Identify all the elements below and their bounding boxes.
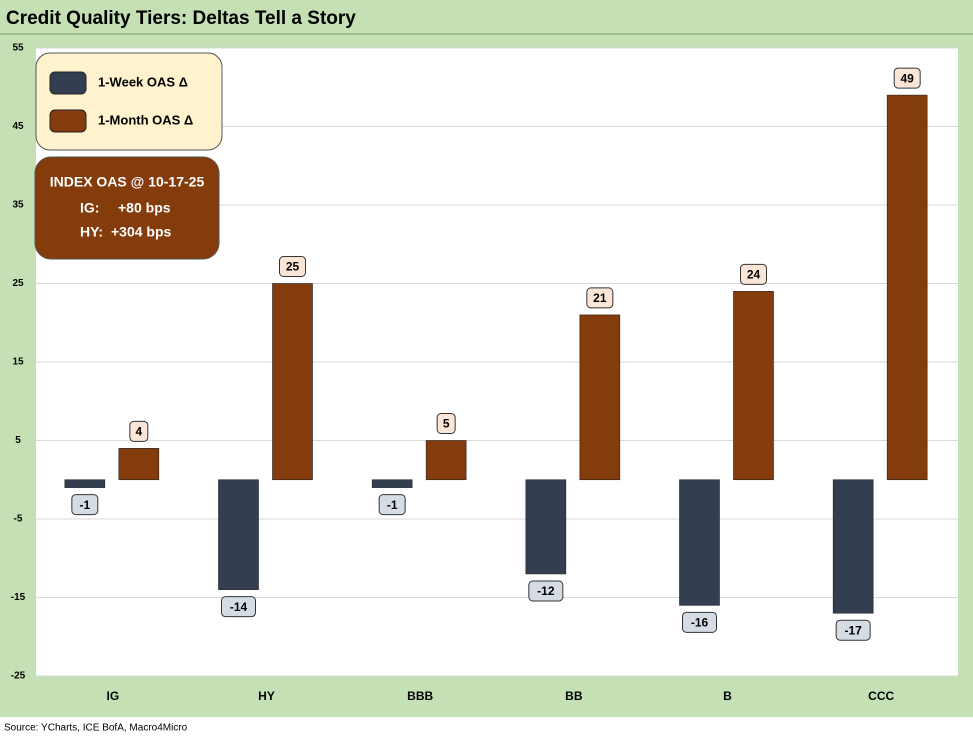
bar	[679, 479, 720, 606]
data-label-box	[378, 494, 406, 516]
legend-swatch	[49, 109, 87, 133]
x-tick-label: IG	[106, 689, 119, 703]
bar	[425, 440, 467, 481]
annotation-value: +304 bps	[111, 224, 172, 240]
legend-box	[35, 52, 223, 151]
source-note: Source: YCharts, ICE BofA, Macro4Micro	[4, 723, 188, 734]
data-label-box	[71, 494, 99, 516]
data-label-box	[129, 420, 149, 442]
y-tick-label: 55	[12, 43, 24, 54]
data-label: 49	[900, 71, 914, 85]
chart-title: Credit Quality Tiers: Deltas Tell a Stor…	[6, 8, 356, 29]
y-tick-label: 15	[12, 357, 24, 368]
data-label-box	[279, 256, 306, 277]
legend: 1-Week OAS Δ 1-Month OAS Δ	[35, 52, 223, 151]
data-label: 21	[593, 291, 607, 305]
legend-label: 1-Week OAS Δ	[98, 74, 188, 89]
data-label-box	[682, 611, 717, 633]
data-label: 24	[747, 268, 761, 282]
data-label: -17	[844, 623, 862, 637]
y-tick-label: 45	[12, 121, 24, 132]
data-label-box	[893, 67, 921, 89]
data-label: 5	[443, 417, 450, 431]
x-tick-label: B	[723, 689, 732, 703]
bar	[733, 291, 774, 481]
bar	[272, 283, 313, 481]
bar	[371, 479, 413, 488]
y-tick-label: 25	[12, 278, 24, 289]
data-label: -14	[230, 600, 248, 614]
y-tick-label: -5	[14, 514, 23, 525]
data-label-box	[740, 263, 767, 285]
data-label: 4	[135, 425, 142, 439]
legend-swatch	[49, 71, 87, 95]
data-label: 25	[286, 260, 300, 274]
bar	[886, 94, 928, 481]
bar	[832, 479, 874, 614]
data-label: -12	[537, 584, 555, 598]
data-label-box	[835, 619, 871, 641]
y-tick-label: 5	[15, 435, 21, 446]
data-label: -1	[79, 498, 90, 512]
annotation-value: +80 bps	[118, 200, 171, 216]
y-tick-label: 35	[12, 200, 24, 211]
bar	[118, 448, 160, 481]
bar	[579, 314, 621, 481]
y-tick-label: -15	[11, 592, 26, 603]
legend-label: 1-Month OAS Δ	[98, 112, 193, 127]
bar	[218, 479, 259, 590]
annotation: INDEX OAS @ 10-17-25 IG: +80 bps HY: +30…	[34, 156, 220, 260]
bar	[64, 479, 106, 488]
x-tick-label: BB	[565, 689, 583, 703]
annotation-box	[34, 156, 220, 260]
data-label-box	[586, 287, 614, 309]
data-label: -16	[691, 616, 709, 630]
data-label: -1	[387, 498, 398, 512]
data-label-box	[528, 580, 564, 602]
data-label-box	[436, 413, 456, 434]
x-tick-label: BBB	[407, 689, 433, 703]
annotation-label: HY:	[80, 224, 103, 240]
x-tick-label: CCC	[868, 689, 894, 703]
data-label-box	[221, 596, 256, 618]
annotation-title: INDEX OAS @ 10-17-25	[50, 174, 205, 190]
x-tick-label: HY	[258, 689, 275, 703]
bar	[525, 479, 567, 575]
y-tick-label: -25	[11, 671, 26, 682]
annotation-label: IG:	[80, 200, 99, 216]
